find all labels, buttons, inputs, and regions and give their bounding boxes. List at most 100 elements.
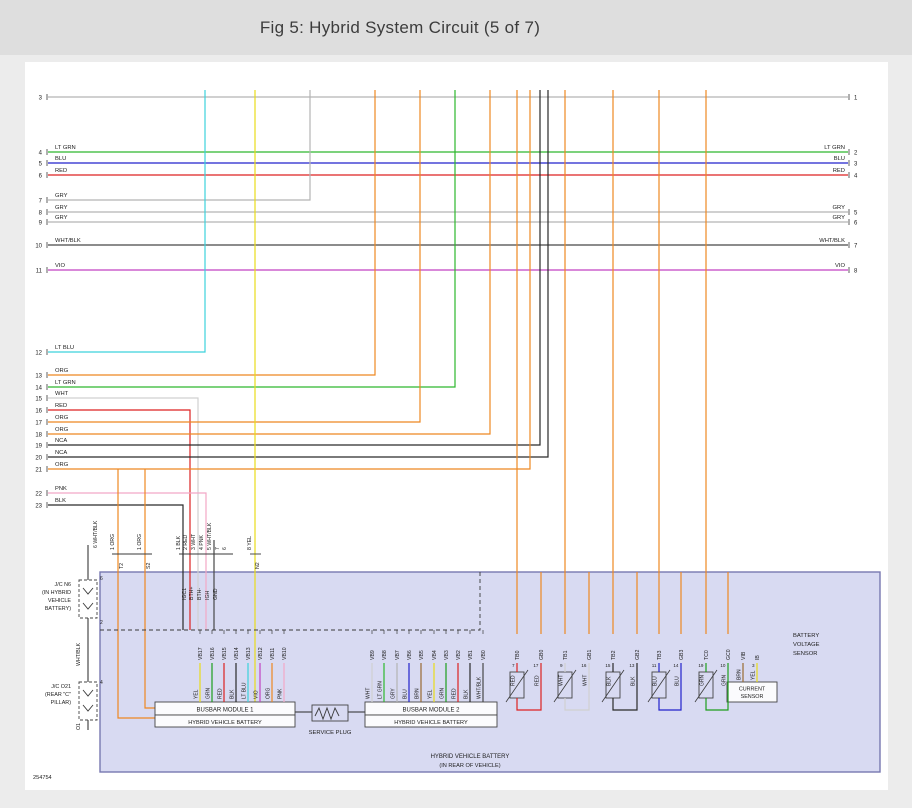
pin-number: 13 xyxy=(629,663,635,668)
left-wire-label: VIO xyxy=(55,263,65,269)
connector-label: 6 xyxy=(222,547,228,550)
left-pin-number: 4 xyxy=(39,151,43,157)
left-pin-number: 7 xyxy=(39,199,43,205)
battery-pin-VB14: VB14 xyxy=(234,647,240,660)
diagram-text: (IN REAR OF VEHICLE) xyxy=(439,763,500,769)
diagram-text: (REAR "C" xyxy=(45,692,71,698)
diagram-text: HYBRID VEHICLE BATTERY xyxy=(394,720,468,726)
jc-n6-box xyxy=(78,579,98,619)
jc-n6-arrow-a xyxy=(82,587,94,595)
wire-color-label: YEL xyxy=(428,689,434,699)
wire-color-label: YEL xyxy=(751,670,757,680)
left-pin-number: 10 xyxy=(35,244,42,250)
pin-number: 14 xyxy=(673,663,679,668)
battery-pin-TB3: TB3 xyxy=(657,650,663,660)
left-pin-number: 3 xyxy=(39,96,43,102)
battery-pin-VB16: VB16 xyxy=(210,647,216,660)
battery-pin-VB13: VB13 xyxy=(246,647,252,660)
connector-label: IGC1 xyxy=(182,588,188,600)
wire-color-label: VIO xyxy=(254,690,260,699)
figure-title-bar: Fig 5: Hybrid System Circuit (5 of 7) xyxy=(0,0,912,55)
diagram-text: CURRENT xyxy=(739,687,766,693)
left-pin-number: 13 xyxy=(35,374,42,380)
connector-label: IGH xyxy=(205,591,211,600)
pin-number: 11 xyxy=(652,663,657,668)
wire-color-label: GRN xyxy=(722,675,728,687)
battery-pin-GB3: GB3 xyxy=(679,650,685,660)
diagram-text: PILLAR) xyxy=(51,700,72,706)
wire-GB1 xyxy=(564,663,590,711)
right-pin-number: 2 xyxy=(854,151,858,157)
connector-label: 1 ORG xyxy=(137,534,143,550)
left-wire-label: LT GRN xyxy=(55,145,76,151)
wire-color-label: WHT xyxy=(559,675,565,686)
diagram-text: 4 xyxy=(100,680,103,686)
left-pin-number: 15 xyxy=(35,397,42,403)
diagram-text: J/C N6 xyxy=(55,582,71,588)
left-wire-label: ORG xyxy=(55,415,69,421)
battery-pin-TC0: TC0 xyxy=(704,650,710,660)
left-wire-label: GRY xyxy=(55,215,68,221)
battery-pin-VB17: VB17 xyxy=(198,647,204,660)
left-wire-label: RED xyxy=(55,403,67,409)
left-wire-label: ORG xyxy=(55,368,69,374)
wire-color-label: WHT/BLK xyxy=(477,676,483,699)
wire-org-p21 xyxy=(48,90,531,470)
battery-pin-GB0: GB0 xyxy=(539,650,545,660)
wire-color-label: BLK xyxy=(230,689,236,699)
left-pin-number: 8 xyxy=(39,211,43,217)
connector-label: O1 xyxy=(76,723,82,730)
left-pin-number: 14 xyxy=(35,386,42,392)
figure-title: Fig 5: Hybrid System Circuit (5 of 7) xyxy=(259,17,541,37)
diagram-text: SERVICE PLUG xyxy=(309,730,352,736)
wire-color-label: RED xyxy=(535,675,541,686)
battery-pin-VB11: VB11 xyxy=(270,648,276,660)
left-wire-label: NCA xyxy=(55,450,67,456)
battery-pin-VIB: VIB xyxy=(741,651,747,660)
right-wire-label: BLU xyxy=(834,156,845,162)
diagram-text: SENSOR xyxy=(793,651,817,657)
busbar-module-1-sub xyxy=(154,714,296,728)
battery-pin-VB12: VB12 xyxy=(258,647,264,660)
diagram-text: 2 xyxy=(100,620,103,626)
left-pin-number: 22 xyxy=(35,492,42,498)
connector-label: 1 BLK xyxy=(176,535,182,550)
wire-nca-b xyxy=(48,90,549,458)
battery-pin-VB5: VB5 xyxy=(419,650,425,660)
left-wire-label: GRY xyxy=(55,193,68,199)
battery-pin-TB1: TB1 xyxy=(563,650,569,660)
connector-label: WHT/BLK xyxy=(76,642,82,666)
right-wire-label: VIO xyxy=(835,263,845,269)
left-wire-label: LT BLU xyxy=(55,345,74,351)
diagram-text: 254754 xyxy=(33,775,52,781)
left-pin-number: 23 xyxy=(35,504,42,510)
battery-pin-VB2: VB2 xyxy=(456,650,462,660)
wire-color-label: BLU xyxy=(675,676,681,686)
wire-org-p13 xyxy=(48,90,376,376)
wire-red-p16 xyxy=(48,409,191,630)
connector-label: 7 xyxy=(215,547,221,550)
diagram-text: SENSOR xyxy=(741,694,764,700)
connector-label: S2 xyxy=(146,563,152,569)
wire-color-label: BRN xyxy=(737,669,743,680)
wire-color-label: BLK xyxy=(631,676,637,686)
right-pin-number: 3 xyxy=(854,162,858,168)
left-pin-number: 16 xyxy=(35,409,42,415)
connector-label: 2 RED xyxy=(183,534,189,550)
wire-color-label: ORG xyxy=(266,688,272,700)
pin-number: 7 xyxy=(512,663,515,668)
battery-pin-TB2: TB2 xyxy=(611,650,617,660)
diagram-text: VOLTAGE xyxy=(793,642,820,648)
connector-label: BTH- xyxy=(197,588,203,600)
wire-color-label: WHT xyxy=(366,688,372,699)
left-pin-number: 11 xyxy=(36,269,43,275)
wire-color-label: PNK xyxy=(278,688,284,699)
left-wire-label: NCA xyxy=(55,438,67,444)
left-pin-number: 19 xyxy=(35,444,42,450)
left-wire-label: GRY xyxy=(55,205,68,211)
wire-color-label: BLK xyxy=(607,676,613,686)
connector-label: N2 xyxy=(255,562,261,569)
right-wire-label: LT GRN xyxy=(824,145,845,151)
